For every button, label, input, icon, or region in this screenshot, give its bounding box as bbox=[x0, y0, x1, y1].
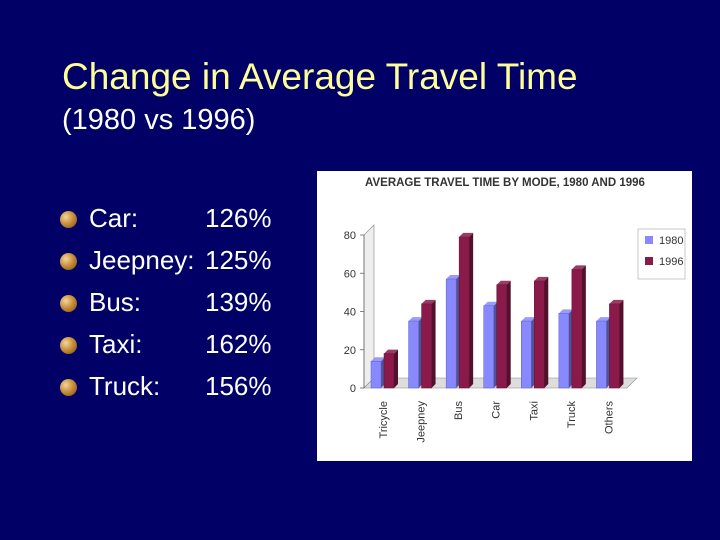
bar-front-face bbox=[458, 236, 470, 389]
bar-top-face bbox=[421, 299, 436, 304]
bullet-icon bbox=[60, 379, 77, 396]
legend-swatch bbox=[645, 257, 653, 265]
x-category-label: Others bbox=[603, 401, 615, 435]
y-tick-label: 40 bbox=[344, 307, 356, 319]
bar-top-face bbox=[408, 317, 423, 322]
bar bbox=[534, 276, 549, 389]
bar-top-face bbox=[609, 299, 624, 304]
bar bbox=[421, 299, 436, 389]
bar-top-face bbox=[384, 349, 398, 354]
bar-side-face bbox=[394, 349, 398, 388]
legend-label: 1996 bbox=[659, 256, 683, 268]
bar bbox=[370, 357, 385, 389]
bullet-icon bbox=[60, 337, 77, 354]
bar bbox=[571, 265, 586, 389]
x-category-label: Jeepney bbox=[416, 401, 428, 443]
x-category-label: Bus bbox=[453, 401, 465, 420]
bullet-value: 139% bbox=[205, 287, 272, 317]
bullet-value: 156% bbox=[205, 371, 272, 401]
bar-front-face bbox=[383, 353, 395, 389]
bar-front-face bbox=[421, 303, 432, 389]
bullet-icon bbox=[60, 253, 77, 270]
bar-top-face bbox=[534, 276, 549, 281]
bullet-label: Jeepney: bbox=[89, 245, 195, 275]
slide-title: Change in Average Travel Time bbox=[62, 56, 578, 97]
y-tick-label: 80 bbox=[344, 230, 356, 242]
bar-chart: AVERAGE TRAVEL TIME BY MODE, 1980 AND 19… bbox=[344, 177, 686, 443]
bar-top-face bbox=[483, 301, 498, 306]
bar bbox=[596, 317, 611, 389]
bar-front-face bbox=[483, 305, 494, 389]
bar-front-face bbox=[521, 320, 532, 389]
bar-front-face bbox=[445, 278, 457, 389]
bar-top-face bbox=[521, 317, 536, 322]
bar-top-face bbox=[371, 357, 385, 362]
bar bbox=[496, 280, 511, 389]
bar bbox=[408, 317, 423, 389]
bar-front-face bbox=[609, 303, 620, 389]
chart-title: AVERAGE TRAVEL TIME BY MODE, 1980 AND 19… bbox=[365, 177, 645, 189]
bar-front-face bbox=[558, 313, 570, 389]
bar-top-face bbox=[596, 317, 611, 322]
legend-swatch bbox=[645, 236, 653, 244]
bar-front-face bbox=[534, 280, 545, 389]
bullet-label: Bus: bbox=[89, 287, 142, 317]
legend-label: 1980 bbox=[659, 235, 683, 247]
bar-top-face bbox=[558, 309, 573, 314]
x-category-label: Tricycle bbox=[378, 401, 390, 438]
bar bbox=[383, 349, 398, 389]
bar-top-face bbox=[459, 232, 474, 237]
bar-top-face bbox=[571, 265, 586, 270]
bar-front-face bbox=[408, 320, 419, 389]
bar-front-face bbox=[496, 284, 507, 389]
y-tick-label: 60 bbox=[344, 268, 356, 280]
y-tick-label: 0 bbox=[350, 383, 356, 395]
bullet-value: 162% bbox=[205, 329, 272, 359]
bar bbox=[445, 274, 461, 389]
bar-front-face bbox=[571, 269, 583, 389]
bar bbox=[609, 299, 624, 389]
y-tick-label: 20 bbox=[344, 345, 356, 357]
bar-side-face bbox=[506, 280, 511, 388]
bullet-label: Taxi: bbox=[89, 329, 143, 359]
bar-side-face bbox=[431, 299, 436, 388]
slide-subtitle: (1980 vs 1996) bbox=[62, 104, 256, 136]
bullet-icon bbox=[60, 211, 77, 228]
bullet-label: Truck: bbox=[89, 371, 161, 401]
bullet-value: 125% bbox=[205, 245, 272, 275]
bar bbox=[458, 232, 474, 389]
bar-side-face bbox=[581, 265, 586, 388]
x-category-label: Car bbox=[491, 401, 503, 419]
bar-top-face bbox=[496, 280, 511, 285]
bar-side-face bbox=[619, 299, 624, 388]
x-category-label: Truck bbox=[566, 401, 578, 429]
x-category-label: Taxi bbox=[528, 401, 540, 421]
bar bbox=[521, 317, 536, 389]
bar-side-face bbox=[544, 276, 549, 388]
bar bbox=[483, 301, 498, 389]
bullet-value: 126% bbox=[205, 203, 272, 233]
bullet-label: Car: bbox=[89, 203, 139, 233]
bar-top-face bbox=[446, 274, 461, 279]
bar-side-face bbox=[469, 232, 474, 388]
bar-front-face bbox=[370, 360, 382, 389]
bar-front-face bbox=[596, 320, 607, 389]
bar bbox=[558, 309, 573, 389]
bullet-icon bbox=[60, 295, 77, 312]
chart-panel: AVERAGE TRAVEL TIME BY MODE, 1980 AND 19… bbox=[317, 171, 692, 461]
